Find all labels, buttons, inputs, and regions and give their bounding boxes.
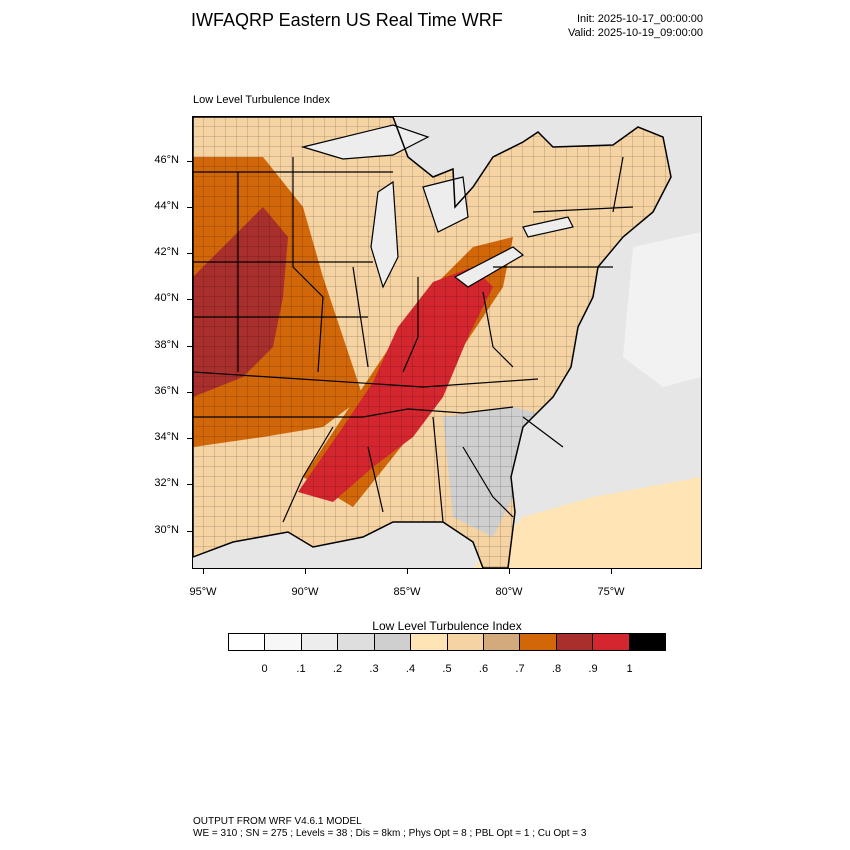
colorbar-label: .7 — [515, 663, 525, 675]
lat-label: 46°N — [154, 154, 179, 166]
colorbar-swatch — [265, 634, 302, 650]
lake-superior — [300, 124, 430, 160]
colorbar-swatch — [411, 634, 448, 650]
state-border — [432, 416, 444, 523]
valid-time: Valid: 2025-10-19_09:00:00 — [568, 27, 703, 39]
state-border — [292, 157, 324, 373]
lon-label: 80°W — [495, 586, 523, 598]
state-border — [402, 277, 419, 373]
lon-label: 75°W — [597, 586, 625, 598]
lon-label: 90°W — [291, 586, 319, 598]
lon-label: 95°W — [189, 586, 217, 598]
state-border — [612, 156, 624, 213]
offshore-pale-area — [473, 477, 701, 568]
colorbar-label: .8 — [551, 663, 562, 675]
colorbar-swatch — [593, 634, 630, 650]
state-border — [462, 446, 514, 518]
colorbar-swatch — [447, 634, 484, 650]
colorbar-label: .5 — [442, 663, 452, 675]
lat-label: 30°N — [154, 524, 179, 536]
colorbar-swatch — [483, 634, 521, 650]
lake-erie — [453, 246, 525, 288]
colorbar-label: .2 — [332, 663, 343, 675]
lat-label: 38°N — [154, 339, 179, 351]
lon-label: 85°W — [393, 586, 421, 598]
state-border — [282, 426, 334, 523]
state-border — [193, 371, 539, 388]
colorbar-swatch — [229, 634, 266, 650]
map-subtitle: Low Level Turbulence Index — [193, 94, 330, 106]
colorbar-label: 0 — [261, 663, 268, 675]
init-time: Init: 2025-10-17_00:00:00 — [577, 13, 703, 25]
lake-michigan — [370, 180, 399, 289]
colorbar — [228, 633, 666, 651]
colorbar-title: Low Level Turbulence Index — [372, 619, 522, 633]
state-border — [367, 446, 384, 513]
lat-tick — [187, 438, 192, 439]
colorbar-swatch — [556, 634, 594, 650]
turbulence-map — [193, 117, 701, 568]
lat-label: 44°N — [154, 200, 179, 212]
lon-tick — [305, 569, 306, 574]
lat-tick — [187, 346, 192, 347]
lat-label: 32°N — [154, 477, 179, 489]
state-border — [352, 266, 369, 368]
state-border — [522, 416, 564, 448]
lat-tick — [187, 392, 192, 393]
lat-tick — [187, 207, 192, 208]
lake-huron — [422, 176, 469, 233]
model-config: WE = 310 ; SN = 275 ; Levels = 38 ; Dis … — [193, 828, 587, 839]
colorbar-swatch — [374, 634, 412, 650]
colorbar-swatch — [338, 634, 375, 650]
lat-label: 42°N — [154, 246, 179, 258]
lat-tick — [187, 253, 192, 254]
lat-tick — [187, 161, 192, 162]
model-info: OUTPUT FROM WRF V4.6.1 MODEL — [193, 816, 362, 827]
lat-label: 36°N — [154, 385, 179, 397]
colorbar-swatch — [301, 634, 339, 650]
great-lakes — [300, 124, 574, 289]
colorbar-label: .9 — [588, 663, 598, 675]
colorbar-swatch — [520, 634, 557, 650]
lon-tick — [407, 569, 408, 574]
lon-tick — [509, 569, 510, 574]
state-border — [193, 406, 514, 418]
lat-label: 40°N — [154, 292, 179, 304]
lat-label: 34°N — [154, 431, 179, 443]
state-border — [482, 291, 514, 368]
lake-ontario — [522, 216, 574, 238]
colorbar-label: 1 — [626, 663, 633, 675]
offshore-light-area — [623, 232, 701, 387]
plot-title: IWFAQRP Eastern US Real Time WRF — [191, 10, 503, 30]
lon-tick — [203, 569, 204, 574]
colorbar-swatch — [629, 634, 666, 650]
colorbar-label: .4 — [405, 663, 416, 675]
colorbar-label: .6 — [478, 663, 489, 675]
colorbar-label: .1 — [296, 663, 306, 675]
lat-tick — [187, 531, 192, 532]
colorbar-label: .3 — [369, 663, 379, 675]
lat-tick — [187, 299, 192, 300]
state-borders — [193, 156, 634, 523]
state-border — [532, 206, 634, 213]
lat-tick — [187, 484, 192, 485]
lon-tick — [611, 569, 612, 574]
map-panel — [192, 116, 702, 569]
